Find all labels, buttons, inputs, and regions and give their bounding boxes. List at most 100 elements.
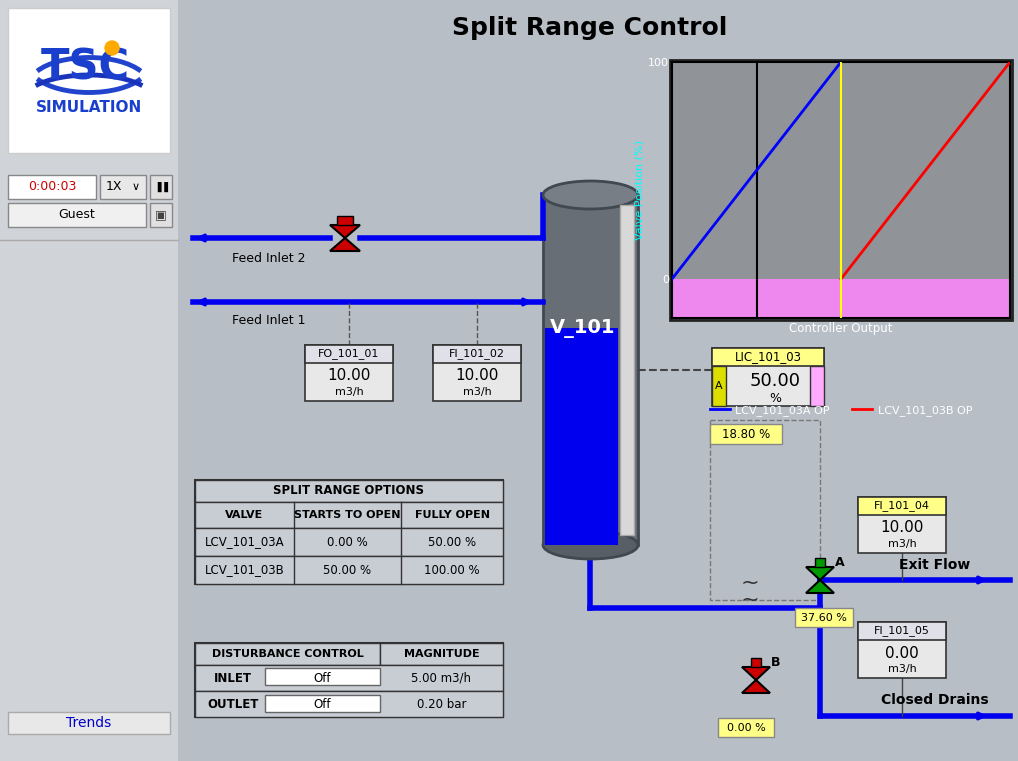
Bar	[195, 480, 503, 502]
Text: Feed Inlet 1: Feed Inlet 1	[232, 314, 305, 326]
Bar	[543, 195, 638, 545]
Polygon shape	[330, 238, 360, 251]
Text: 5.00 m3/h: 5.00 m3/h	[411, 671, 471, 684]
Text: m3/h: m3/h	[462, 387, 492, 397]
Text: 50.00 %: 50.00 %	[324, 563, 372, 577]
Polygon shape	[742, 680, 770, 693]
Polygon shape	[330, 225, 360, 238]
Text: SIMULATION: SIMULATION	[36, 100, 143, 116]
Text: 0.00: 0.00	[885, 645, 919, 661]
Bar	[815, 558, 825, 567]
Text: ∨: ∨	[132, 182, 140, 192]
Bar	[195, 643, 503, 717]
Bar	[265, 695, 380, 712]
Bar	[8, 8, 170, 153]
Bar	[100, 175, 146, 199]
Text: 50.00 %: 50.00 %	[429, 536, 476, 549]
Bar	[195, 528, 503, 556]
Bar	[337, 216, 353, 225]
Bar	[195, 643, 380, 665]
Bar	[718, 718, 774, 737]
Text: ▣: ▣	[155, 209, 167, 221]
Bar	[810, 366, 824, 406]
Bar	[8, 712, 170, 734]
Text: INLET: INLET	[214, 671, 252, 684]
Text: A: A	[835, 556, 845, 568]
Text: B: B	[772, 655, 781, 668]
Text: VALVE: VALVE	[225, 510, 264, 520]
Bar	[545, 328, 618, 545]
Text: STARTS TO OPEN: STARTS TO OPEN	[294, 510, 401, 520]
Text: MAGNITUDE: MAGNITUDE	[403, 649, 479, 659]
Text: Closed Drains: Closed Drains	[882, 693, 988, 707]
Bar	[672, 279, 1010, 318]
Bar	[712, 348, 824, 406]
Text: ~: ~	[741, 573, 759, 593]
Text: %: %	[769, 391, 781, 405]
Text: Feed Inlet 2: Feed Inlet 2	[232, 251, 305, 265]
Text: DISTURBANCE CONTROL: DISTURBANCE CONTROL	[212, 649, 363, 659]
Bar	[858, 622, 946, 678]
Bar	[150, 175, 172, 199]
Text: SPLIT RANGE OPTIONS: SPLIT RANGE OPTIONS	[274, 485, 425, 498]
Bar	[305, 345, 393, 363]
Text: m3/h: m3/h	[888, 539, 916, 549]
Text: 18.80 %: 18.80 %	[722, 428, 771, 441]
Bar	[858, 497, 946, 553]
Text: 1X: 1X	[106, 180, 122, 193]
Text: 10.00: 10.00	[455, 368, 499, 384]
Text: 0.20 bar: 0.20 bar	[416, 698, 466, 711]
Polygon shape	[806, 567, 834, 580]
Bar	[8, 175, 96, 199]
Ellipse shape	[543, 531, 638, 559]
Bar	[670, 60, 1012, 320]
Text: OUTLET: OUTLET	[208, 698, 259, 711]
Circle shape	[105, 41, 119, 55]
Text: m3/h: m3/h	[888, 664, 916, 674]
Bar	[620, 205, 634, 535]
Bar	[195, 691, 503, 717]
Bar	[710, 424, 782, 444]
Y-axis label: Valve Position (%): Valve Position (%)	[634, 140, 644, 240]
Text: 50.00: 50.00	[749, 372, 800, 390]
Text: 0.00 %: 0.00 %	[727, 723, 766, 733]
Bar	[380, 643, 503, 665]
Text: 37.60 %: 37.60 %	[801, 613, 847, 623]
Bar	[8, 203, 146, 227]
Text: 10.00: 10.00	[881, 521, 923, 536]
Text: LCV_101_03B: LCV_101_03B	[205, 563, 284, 577]
Text: 100.00 %: 100.00 %	[425, 563, 480, 577]
X-axis label: Controller Output: Controller Output	[789, 322, 893, 335]
Text: 0.00 %: 0.00 %	[327, 536, 367, 549]
Text: Off: Off	[314, 671, 331, 684]
Text: TSC: TSC	[41, 47, 129, 89]
Text: Off: Off	[314, 698, 331, 711]
Text: FI_101_05: FI_101_05	[874, 626, 929, 636]
Bar	[195, 480, 503, 584]
Bar	[433, 345, 521, 401]
Text: LCV_101_03A: LCV_101_03A	[205, 536, 284, 549]
Bar	[178, 0, 1018, 761]
Bar	[433, 345, 521, 363]
Text: FI_101_04: FI_101_04	[874, 501, 930, 511]
Bar	[305, 345, 393, 401]
Bar	[150, 203, 172, 227]
Text: Exit Flow: Exit Flow	[899, 558, 970, 572]
Bar	[858, 497, 946, 515]
Ellipse shape	[543, 181, 638, 209]
Text: FI_101_02: FI_101_02	[449, 349, 505, 359]
Text: V_101: V_101	[550, 319, 615, 337]
Bar	[795, 608, 853, 627]
Legend: LCV_101_03A OP, LCV_101_03B OP: LCV_101_03A OP, LCV_101_03B OP	[705, 400, 976, 420]
Text: ~: ~	[741, 590, 759, 610]
Bar	[195, 665, 503, 691]
Bar	[858, 622, 946, 640]
Text: LIC_101_03: LIC_101_03	[735, 351, 801, 364]
Text: Guest: Guest	[59, 209, 96, 221]
Text: 10.00: 10.00	[328, 368, 371, 384]
Polygon shape	[742, 667, 770, 680]
Text: A: A	[716, 381, 723, 391]
Bar	[195, 502, 503, 528]
Text: m3/h: m3/h	[335, 387, 363, 397]
Polygon shape	[806, 580, 834, 593]
